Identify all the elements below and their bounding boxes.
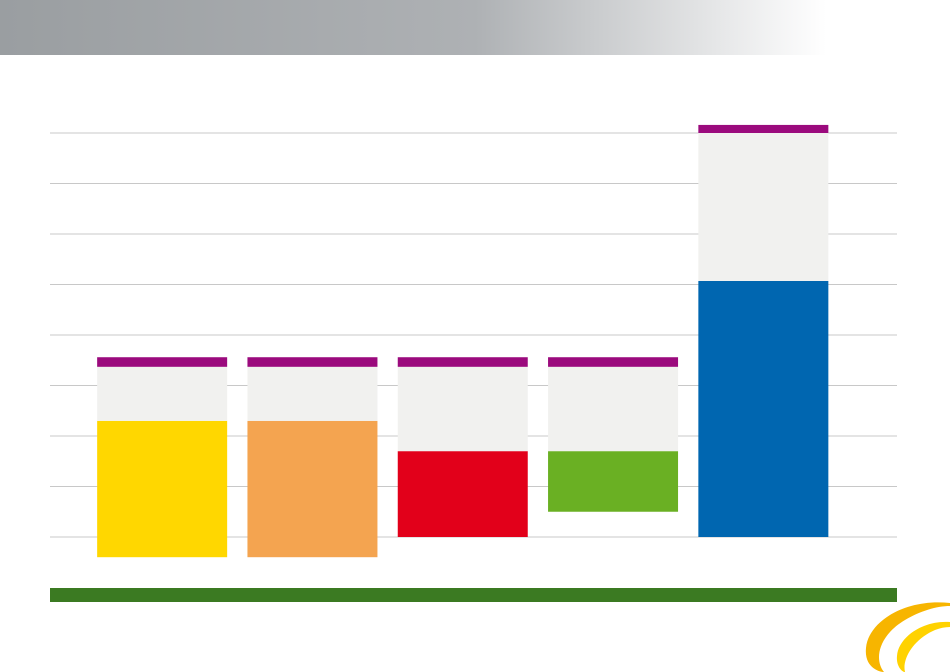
footer-band <box>50 588 897 602</box>
bar-segment <box>97 366 228 421</box>
logo <box>865 602 950 672</box>
bar-segment <box>247 357 378 367</box>
bar-segment <box>97 357 228 367</box>
chart <box>50 124 897 558</box>
bar-segment <box>698 280 829 537</box>
bar-segment <box>397 366 528 452</box>
bar-segment <box>698 124 829 133</box>
bar-segment <box>247 420 378 558</box>
bar-segment <box>548 451 679 512</box>
bar-segment <box>397 357 528 367</box>
bar-segment <box>698 133 829 281</box>
bar-segment <box>247 366 378 421</box>
bar-segment <box>548 357 679 367</box>
bar-segment <box>397 451 528 537</box>
bar-segment <box>548 366 679 452</box>
header-band <box>0 0 950 55</box>
bar-segment <box>97 420 228 558</box>
